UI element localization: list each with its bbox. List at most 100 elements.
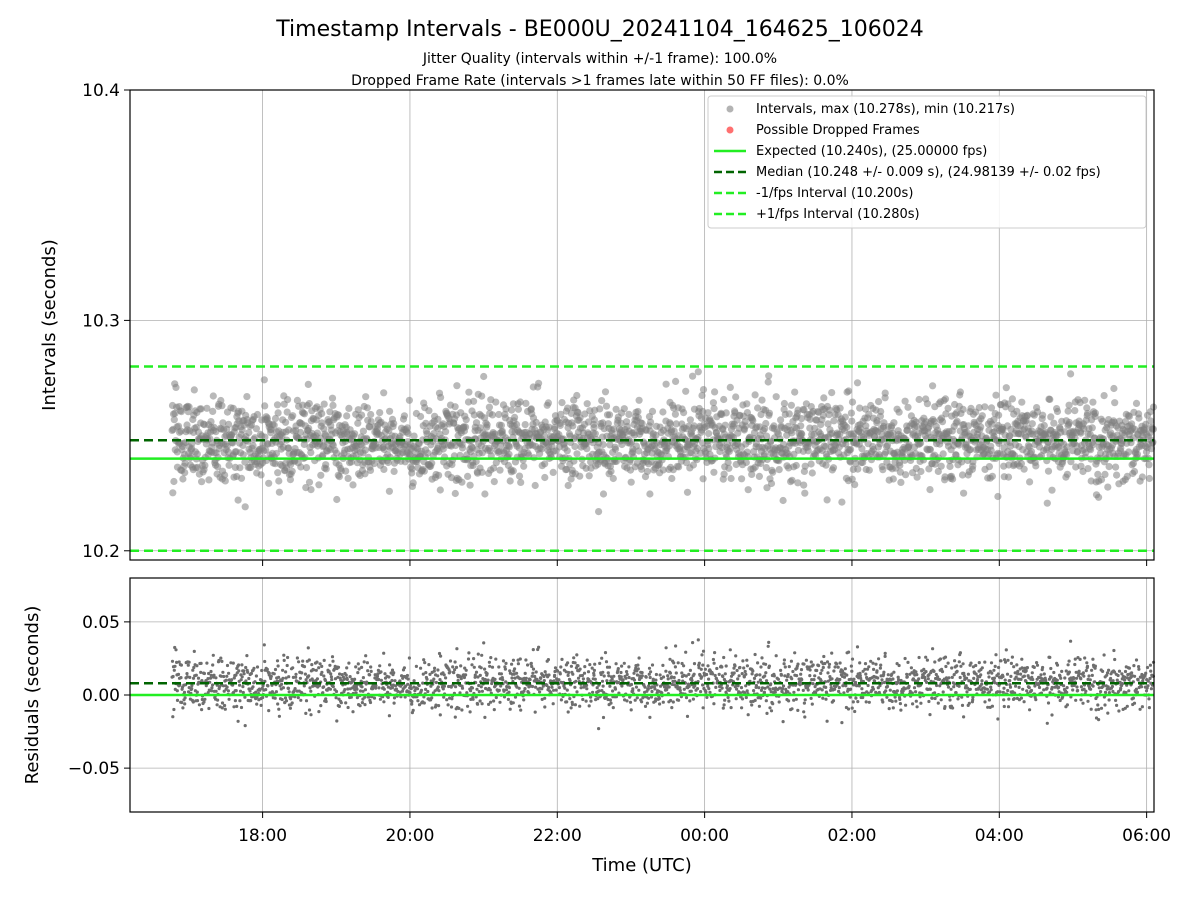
interval-point (675, 463, 683, 471)
interval-point (272, 449, 280, 458)
interval-point (659, 466, 667, 474)
interval-point (590, 416, 599, 424)
residual-point (992, 668, 996, 672)
residual-point (821, 665, 825, 670)
residual-point (705, 672, 709, 677)
residual-point (488, 688, 492, 692)
residual-point (885, 684, 890, 689)
interval-point (361, 446, 369, 454)
residual-point (759, 665, 763, 669)
residual-point (605, 679, 609, 683)
residual-point (360, 701, 364, 705)
residual-point (454, 685, 458, 689)
residual-point (186, 690, 191, 694)
residual-point (277, 675, 281, 679)
residual-point (593, 677, 597, 681)
residual-point (782, 658, 787, 662)
interval-point (804, 447, 812, 455)
residual-point (560, 657, 564, 662)
residual-point (883, 651, 887, 656)
residual-point (619, 670, 623, 675)
interval-point (296, 428, 304, 436)
interval-point (705, 430, 713, 438)
interval-point (241, 503, 249, 511)
interval-point (540, 432, 548, 440)
residual-point (796, 662, 800, 666)
residual-point (485, 672, 489, 676)
residual-point (836, 665, 840, 669)
residual-point (516, 662, 521, 666)
residual-point (648, 675, 652, 680)
residual-point (284, 699, 289, 703)
residual-point (882, 670, 886, 674)
residual-point (187, 686, 191, 690)
residual-point (589, 699, 593, 703)
residual-point (494, 657, 498, 661)
residual-point (1009, 661, 1014, 666)
residual-point (590, 666, 594, 670)
residual-point (219, 656, 223, 660)
residual-point (741, 659, 745, 663)
residual-point (232, 676, 236, 680)
residual-point (666, 674, 670, 678)
residual-point (455, 647, 459, 651)
intervals-y-tick-label: 10.3 (82, 311, 120, 331)
residual-point (295, 656, 299, 660)
residual-point (280, 682, 284, 686)
residual-point (240, 663, 244, 667)
residual-point (833, 665, 837, 669)
residual-point (720, 686, 724, 690)
interval-point (990, 416, 998, 424)
interval-point (505, 450, 513, 458)
interval-point (1013, 407, 1021, 415)
residual-point (598, 661, 602, 666)
residual-point (700, 675, 704, 679)
residual-point (284, 676, 288, 680)
residual-point (757, 704, 762, 708)
residual-point (789, 659, 794, 663)
residual-point (336, 665, 341, 669)
residual-point (930, 696, 934, 700)
interval-point (917, 467, 925, 476)
residual-point (538, 690, 542, 694)
interval-point (243, 393, 251, 401)
residual-point (647, 696, 651, 700)
residual-point (231, 661, 235, 665)
interval-point (755, 472, 764, 480)
residual-point (740, 697, 745, 701)
residual-point (622, 661, 626, 665)
residual-point (260, 668, 264, 673)
interval-point (1112, 463, 1120, 471)
residual-point (777, 700, 781, 704)
residual-point (328, 687, 332, 691)
residual-point (688, 668, 693, 673)
interval-point (239, 451, 247, 459)
interval-point (345, 404, 353, 412)
residual-point (850, 669, 854, 673)
residual-point (479, 666, 483, 670)
residual-point (369, 665, 373, 669)
residual-point (273, 667, 278, 672)
residual-point (633, 698, 637, 702)
interval-point (1039, 411, 1047, 419)
interval-point (645, 413, 654, 421)
interval-point (830, 417, 838, 425)
residual-point (796, 708, 800, 713)
residual-point (234, 673, 238, 677)
residual-point (179, 676, 183, 680)
residual-point (465, 691, 469, 695)
residual-point (793, 651, 797, 655)
residual-point (360, 665, 364, 670)
residual-point (195, 699, 200, 703)
residual-point (657, 696, 662, 701)
residual-point (616, 667, 620, 671)
residual-point (438, 713, 442, 717)
interval-point (462, 416, 470, 424)
residual-point (504, 688, 509, 692)
residual-point (220, 659, 224, 664)
interval-point (300, 440, 308, 448)
interval-point (848, 398, 857, 406)
residual-point (975, 677, 980, 682)
residual-point (765, 711, 769, 716)
interval-point (710, 405, 718, 413)
